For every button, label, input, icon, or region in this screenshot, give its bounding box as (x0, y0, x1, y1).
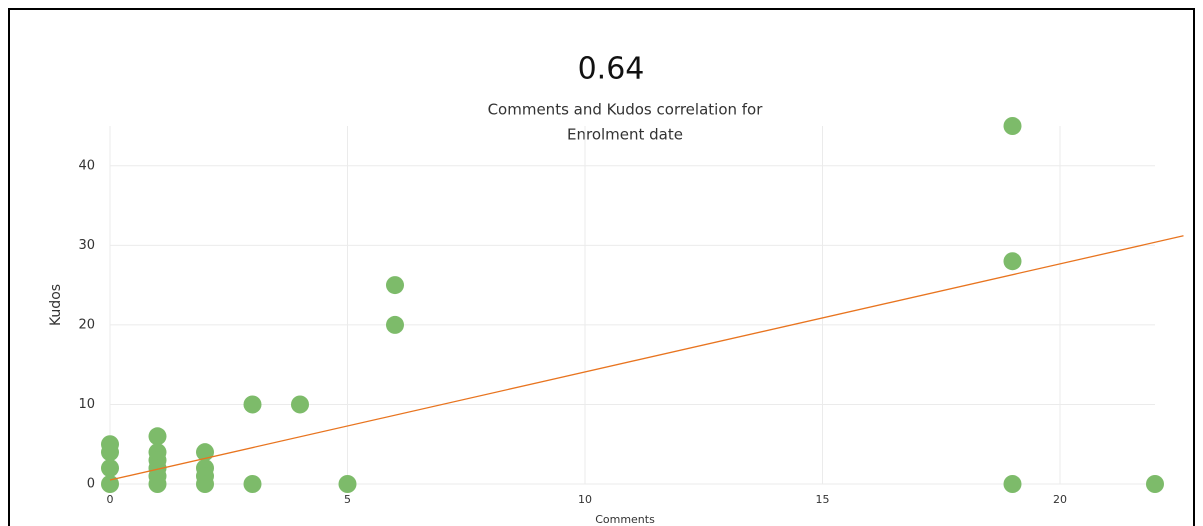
point (291, 395, 309, 414)
y-tick-label: 0 (87, 477, 95, 492)
point (386, 315, 404, 334)
x-axis-label: Comments (595, 513, 655, 526)
chart-title: 0.64 (578, 52, 645, 87)
y-axis-label: Kudos (48, 284, 64, 326)
point (101, 443, 119, 462)
x-tick-label: 10 (578, 493, 592, 506)
point (386, 276, 404, 295)
y-tick-label: 10 (78, 397, 95, 412)
point (196, 443, 214, 462)
point (1146, 475, 1164, 493)
point (1003, 475, 1022, 493)
trend-line (109, 235, 1184, 481)
y-tick-label: 40 (78, 158, 95, 173)
y-tick-label: 20 (78, 317, 95, 332)
point (148, 427, 167, 446)
point (101, 459, 119, 478)
x-tick-label: 5 (344, 493, 351, 506)
x-tick-label: 20 (1053, 493, 1067, 506)
frame (8, 8, 1195, 526)
x-tick-label: 15 (816, 493, 830, 506)
x-tick-label: 0 (107, 493, 114, 506)
point (1003, 252, 1022, 271)
grid (109, 126, 1155, 485)
point (101, 475, 119, 493)
point (338, 475, 357, 493)
point (148, 475, 167, 493)
chart-subtitle: Comments and Kudos correlation for (488, 101, 764, 119)
point (1003, 117, 1022, 135)
y-tick-label: 30 (78, 238, 95, 253)
point (243, 475, 262, 493)
point (196, 475, 214, 493)
chart-subtitle: Enrolment date (567, 126, 683, 144)
point (243, 395, 262, 414)
